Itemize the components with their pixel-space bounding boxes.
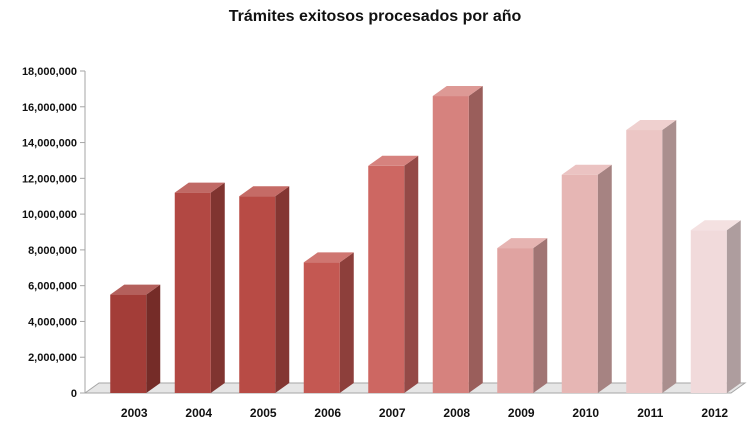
bar-top (432, 86, 483, 97)
x-tick-label: 2010 (572, 406, 599, 420)
bar-2007 (368, 155, 419, 393)
bar-front (368, 165, 405, 393)
bar-2006 (303, 252, 354, 393)
y-axis: 0 2,000,000 4,000,000 6,000,000 8,000,000 10,… (22, 66, 86, 400)
bar-front (626, 130, 663, 394)
y-tick-label: 12,000,000 (22, 173, 77, 185)
bar-side (597, 164, 612, 393)
y-tick-label: 2,000,000 (28, 352, 77, 364)
x-axis: 2003 2004 2005 2006 2007 2008 2009 2010 2011 2012 (121, 406, 729, 420)
bar-2009 (497, 238, 548, 393)
y-tick-label: 6,000,000 (28, 281, 77, 293)
bar-2004 (174, 182, 225, 393)
bar-top (110, 284, 161, 295)
x-tick-label: 2008 (443, 406, 470, 420)
bar-top (174, 182, 225, 193)
x-tick-label: 2005 (250, 406, 277, 420)
bar-top (303, 252, 354, 263)
bar-2011 (626, 120, 677, 394)
bar-2008 (432, 86, 483, 394)
bar-side (339, 252, 354, 393)
x-tick-label: 2003 (121, 406, 148, 420)
bar-top (368, 155, 419, 166)
x-tick-label: 2007 (379, 406, 406, 420)
bar-front (561, 174, 598, 393)
y-tick-label: 10,000,000 (22, 209, 77, 221)
y-tick-label: 18,000,000 (22, 66, 77, 78)
y-tick-label: 8,000,000 (28, 245, 77, 257)
y-tick-label: 4,000,000 (28, 316, 77, 328)
bar-side (726, 220, 741, 393)
bar-side (662, 120, 677, 394)
y-tick-label: 14,000,000 (22, 138, 77, 150)
x-tick-label: 2009 (508, 406, 535, 420)
x-tick-label: 2011 (637, 406, 663, 420)
x-tick-label: 2004 (185, 406, 212, 420)
bar-side (210, 182, 225, 393)
bar-side (468, 86, 483, 394)
bar-top (626, 120, 677, 131)
chart-title: Trámites exitosos procesados por año (228, 8, 522, 25)
bar-2005 (239, 186, 290, 393)
bar-side (533, 238, 548, 393)
bar-top (497, 238, 548, 249)
bar-front (497, 248, 534, 393)
bar-front (174, 192, 211, 393)
bar-side (404, 155, 419, 393)
bar-top (239, 186, 290, 197)
bar-top (561, 164, 612, 175)
x-tick-label: 2006 (314, 406, 341, 420)
bar-side (146, 284, 161, 393)
bar-2012 (690, 220, 741, 393)
y-tick-label: 16,000,000 (22, 102, 77, 114)
bar-front (239, 196, 276, 393)
y-tick-label: 0 (71, 388, 77, 400)
bars (110, 86, 741, 394)
bar-front (690, 230, 727, 393)
bar-front (303, 262, 340, 393)
bar-2010 (561, 164, 612, 393)
bar-front (432, 96, 469, 394)
bar-side (275, 186, 290, 393)
x-tick-label: 2012 (701, 406, 728, 420)
bar-front (110, 294, 147, 393)
bar-top (690, 220, 741, 231)
bar-2003 (110, 284, 161, 393)
